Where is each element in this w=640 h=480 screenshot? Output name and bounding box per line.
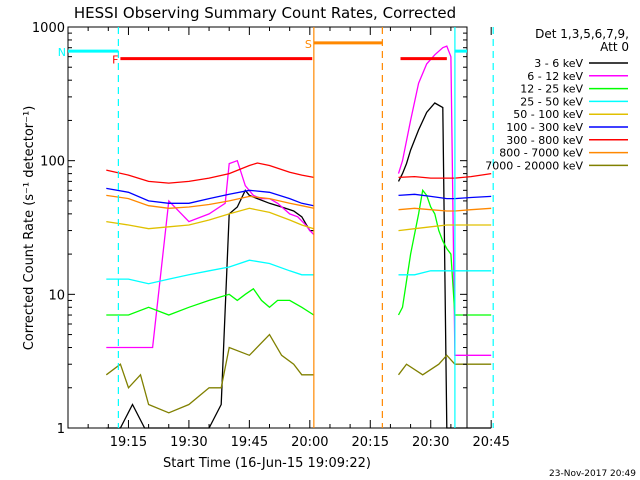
series-line	[106, 162, 314, 184]
legend-header-line-1: Det 1,3,5,6,7,9,	[535, 27, 629, 41]
legend-entry-label: 25 - 50 keV	[520, 95, 583, 108]
legend-entry-label: 6 - 12 keV	[527, 70, 583, 83]
legend-entry-label: 300 - 800 keV	[506, 134, 583, 147]
series-line	[106, 159, 315, 349]
x-axis: 19:15 19:30 19:45 20:00 20:15 20:30 20:45	[87, 27, 510, 450]
y-tick-label: 1	[57, 422, 65, 437]
series-line	[106, 189, 314, 429]
legend-entry-label: 7000 - 20000 keV	[485, 159, 583, 172]
x-tick-label: 20:15	[352, 435, 389, 450]
series-line	[106, 194, 314, 209]
series-line	[106, 287, 315, 316]
series-line	[398, 193, 492, 200]
y-tick-label: 10	[48, 288, 65, 303]
chart-title: HESSI Observing Summary Count Rates, Cor…	[74, 4, 456, 22]
y-tick-label: 100	[40, 155, 65, 170]
observing-interval-label: N	[58, 46, 66, 59]
series-line	[397, 45, 492, 356]
x-tick-label: 20:45	[472, 435, 509, 450]
footer-timestamp: 23-Nov-2017 20:49	[549, 469, 636, 479]
legend-entry-label: 3 - 6 keV	[534, 57, 583, 70]
legend-entry-label: 800 - 7000 keV	[499, 147, 583, 160]
series-line	[397, 354, 492, 376]
series-line	[398, 270, 492, 276]
x-tick-label: 19:30	[170, 435, 207, 450]
x-tick-label: 19:45	[231, 435, 268, 450]
series-line	[106, 207, 314, 230]
series-layer	[105, 45, 492, 429]
x-axis-label: Start Time (16-Jun-15 19:09:22)	[163, 456, 371, 471]
series-line	[106, 187, 314, 207]
y-axis-label: Corrected Count Rate (s⁻¹ detector⁻¹)	[22, 106, 37, 351]
x-tick-label: 20:00	[291, 435, 328, 450]
series-line	[397, 102, 492, 429]
observing-interval-label: F	[112, 54, 118, 67]
series-line	[106, 259, 314, 285]
legend-entry-label: 12 - 25 keV	[520, 83, 583, 96]
series-line	[397, 188, 492, 316]
x-tick-label: 19:15	[110, 435, 147, 450]
series-line	[398, 224, 492, 232]
plot-frame	[67, 26, 468, 429]
legend-header-line-2: Att 0	[600, 40, 629, 54]
observing-interval-label: S	[305, 38, 312, 51]
legend-entry-label: 100 - 300 keV	[506, 121, 583, 134]
y-axis: 1 10 100 1000	[32, 21, 467, 437]
series-line	[398, 207, 492, 212]
legend-entry-label: 50 - 100 keV	[513, 108, 583, 121]
y-tick-label: 1000	[32, 21, 65, 36]
x-tick-label: 20:30	[412, 435, 449, 450]
series-line	[398, 172, 492, 179]
series-line	[105, 333, 314, 414]
observing-markers: F S N	[58, 27, 494, 428]
